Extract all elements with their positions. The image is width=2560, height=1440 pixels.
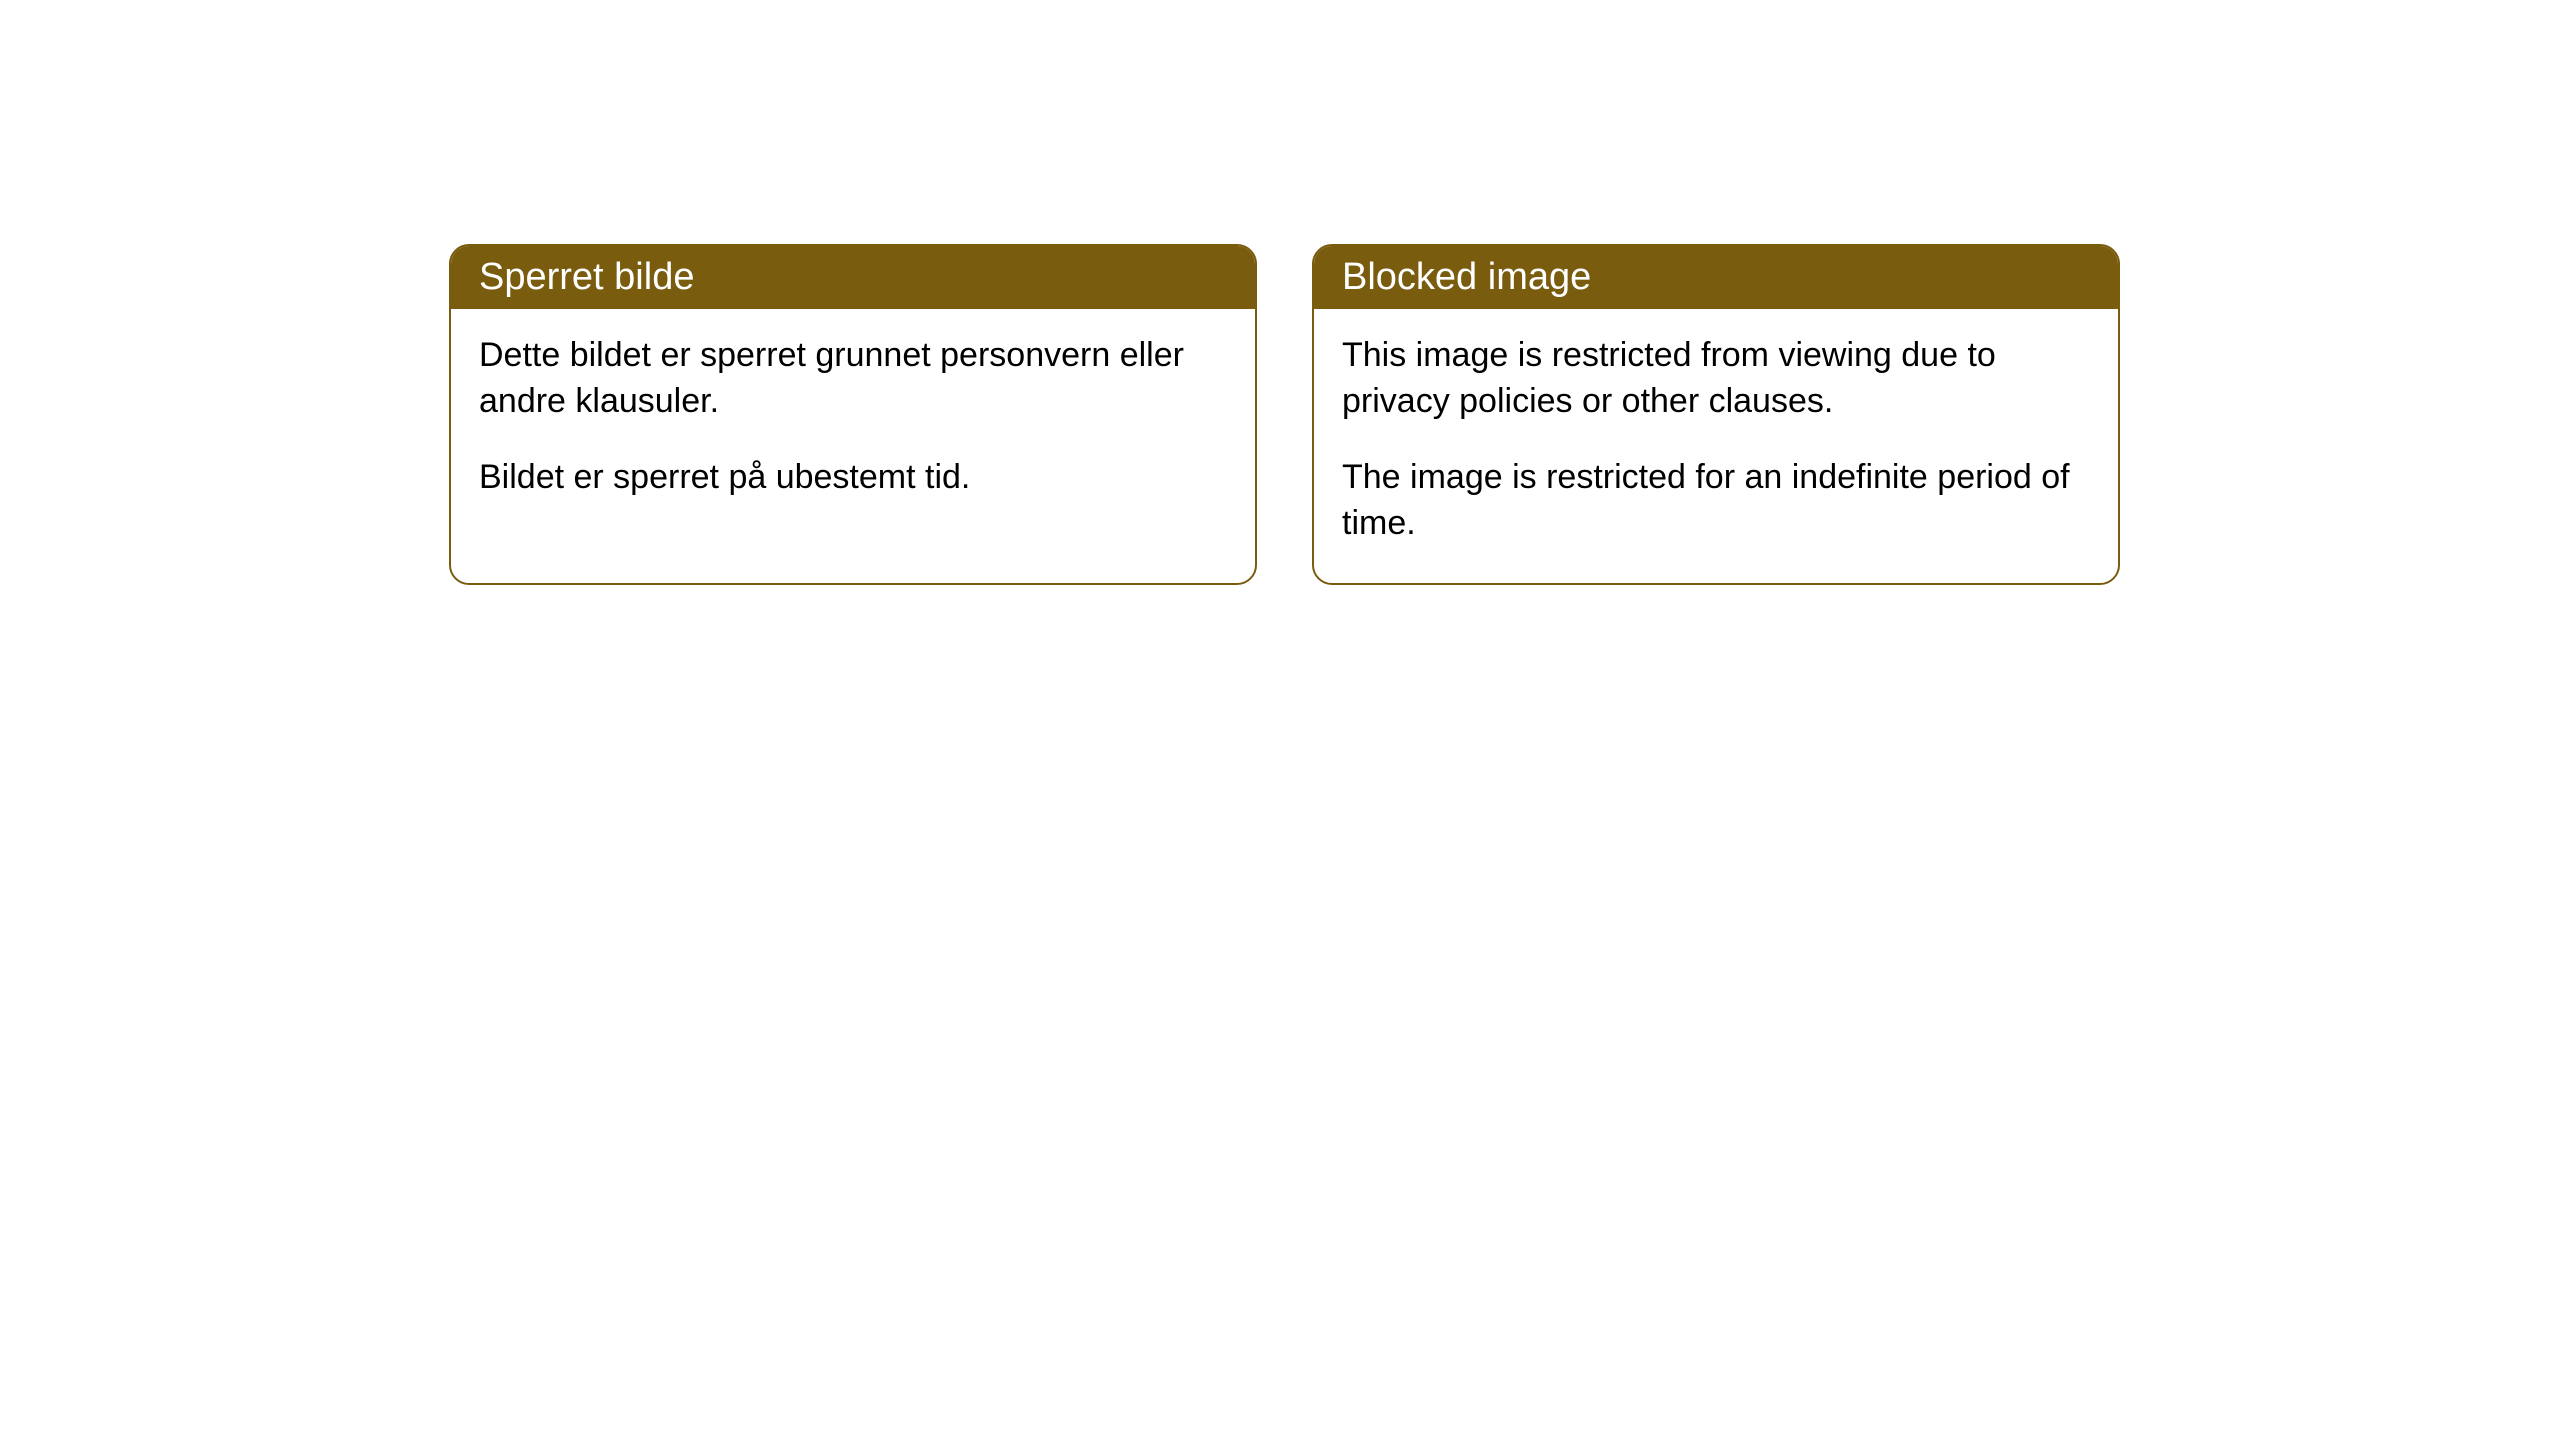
card-paragraph: The image is restricted for an indefinit… <box>1342 455 2090 547</box>
card-header-english: Blocked image <box>1314 246 2118 309</box>
card-paragraph: Bildet er sperret på ubestemt tid. <box>479 455 1227 501</box>
card-body-english: This image is restricted from viewing du… <box>1314 309 2118 583</box>
card-paragraph: This image is restricted from viewing du… <box>1342 333 2090 425</box>
card-paragraph: Dette bildet er sperret grunnet personve… <box>479 333 1227 425</box>
card-body-norwegian: Dette bildet er sperret grunnet personve… <box>451 309 1255 537</box>
card-header-norwegian: Sperret bilde <box>451 246 1255 309</box>
notice-card-english: Blocked image This image is restricted f… <box>1312 244 2120 585</box>
notice-cards-container: Sperret bilde Dette bildet er sperret gr… <box>449 244 2120 585</box>
notice-card-norwegian: Sperret bilde Dette bildet er sperret gr… <box>449 244 1257 585</box>
